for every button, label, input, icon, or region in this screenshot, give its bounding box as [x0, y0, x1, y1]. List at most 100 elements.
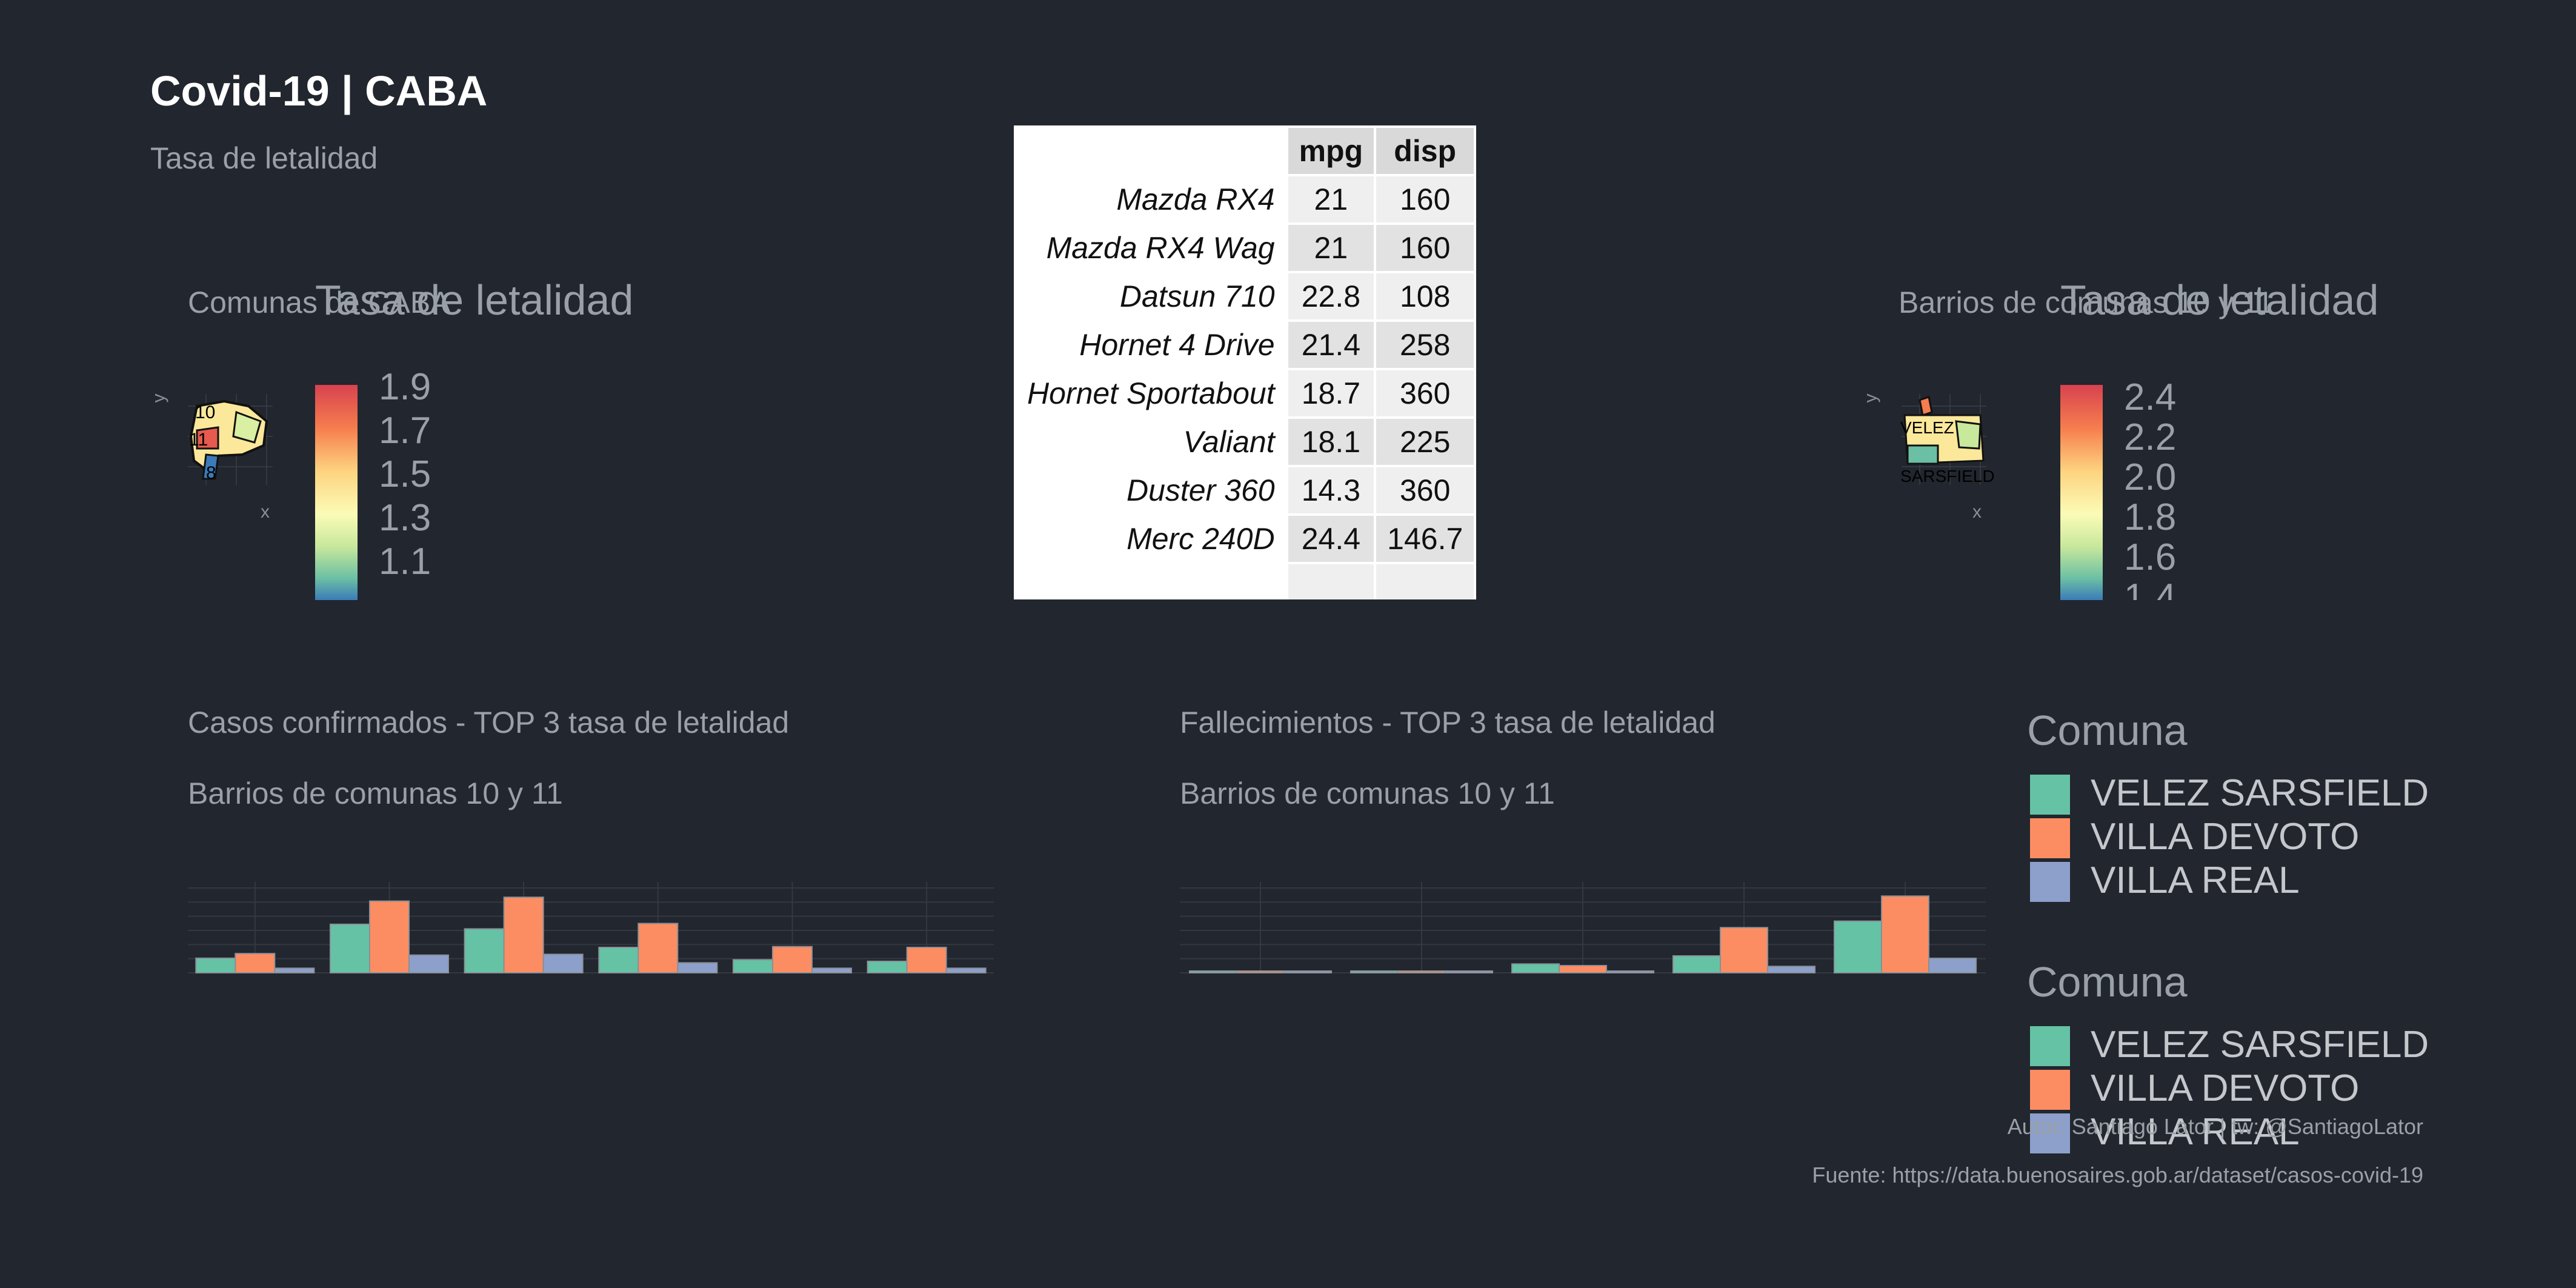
legend1-item: VILLA REAL — [2091, 859, 2300, 901]
table-cell-mpg: 18.7 — [1285, 368, 1377, 419]
table-cell-disp: 225 — [1374, 416, 1477, 467]
chart1-bar-velez — [329, 923, 370, 973]
data-table: mpg disp Mazda RX4 21 160 Mazda RX4 Wag 21 1… — [1014, 125, 1477, 599]
table-cell-disp: 160 — [1374, 174, 1477, 225]
chart2-bar-devoto — [1719, 927, 1769, 973]
map-right-label-sarsfield: SARSFIELD — [1900, 467, 1995, 486]
chart1-bar-velez — [464, 928, 505, 973]
chart2-title: Fallecimientos - TOP 3 tasa de letalidad — [1180, 706, 1716, 739]
map-left-label-11: 11 — [189, 430, 208, 450]
table-cell-mpg: 21.4 — [1285, 319, 1377, 370]
table-header-mpg: mpg — [1285, 125, 1377, 176]
map-right: VELEZ SARSFIELD — [1900, 394, 1995, 486]
chart1-bar-devoto — [906, 947, 947, 973]
map-left-tick: 1.3 — [379, 497, 431, 539]
table-cell-name: Mazda RX4 — [1014, 174, 1288, 225]
map-left-tick: 1.9 — [379, 366, 431, 408]
map-left-title: Comunas de CABA — [188, 285, 451, 319]
table-row: Duster 360 14.3 360 — [1014, 465, 1477, 516]
table-row: Valiant 18.1 225 — [1014, 416, 1477, 467]
chart2-bar-velez — [1350, 970, 1399, 973]
map-right-label-velez: VELEZ — [1900, 418, 1954, 437]
table-cell-disp: 360 — [1374, 368, 1477, 419]
page-title: Covid-19 | CABA — [150, 67, 488, 115]
table-cell-disp: 146.7 — [1374, 513, 1477, 564]
legend2-swatch-devoto — [2030, 1070, 2070, 1110]
legend2-item: VILLA REAL — [2091, 1111, 2300, 1153]
chart2-bar-devoto — [1397, 970, 1446, 973]
legend1-title: Comuna — [2027, 707, 2188, 754]
chart1-bar-devoto — [503, 896, 544, 973]
chart1-bar-real — [274, 967, 315, 973]
chart1-bar-devoto — [637, 923, 679, 973]
legend1-swatch-real — [2030, 862, 2070, 902]
table-cell-name: Valiant — [1014, 416, 1288, 467]
legend2-swatch-velez — [2030, 1026, 2070, 1066]
chart2-bar-real — [1606, 970, 1655, 973]
map-left-tick: 1.1 — [379, 541, 431, 582]
map-left-legend-title: Tasa de letalidad — [315, 276, 634, 324]
data-table-container: mpg disp Mazda RX4 21 160 Mazda RX4 Wag 21 1… — [1014, 125, 1493, 599]
legend2-item: VELEZ SARSFIELD — [2091, 1024, 2429, 1066]
table-cell-disp: 160 — [1374, 222, 1477, 273]
chart1-bar-velez — [867, 960, 908, 973]
chart1-bar-devoto — [368, 900, 410, 974]
table-row: Mazda RX4 21 160 — [1014, 174, 1477, 225]
table-cell-name: Merc 240D — [1014, 513, 1288, 564]
chart1-svg — [188, 882, 994, 974]
chart1-bar-real — [811, 967, 853, 973]
legend2-title: Comuna — [2027, 958, 2188, 1006]
chart2-bar-velez — [1188, 970, 1237, 973]
chart2-bar-real — [1445, 970, 1494, 973]
chart1-bar-real — [542, 953, 584, 973]
table-header-blank — [1014, 125, 1288, 176]
map-right-tick: 2.0 — [2124, 456, 2177, 498]
map-left-colorbar — [315, 385, 358, 600]
table-cell-mpg: 24.4 — [1285, 513, 1377, 564]
chart1-bar-devoto — [235, 953, 276, 973]
map-left-tick: 1.5 — [379, 453, 431, 495]
legend1-item: VELEZ SARSFIELD — [2091, 772, 2429, 814]
table-row: Hornet Sportabout 18.7 360 — [1014, 368, 1477, 419]
chart2-svg — [1180, 882, 1986, 973]
map-left: 10 11 8 — [188, 394, 273, 485]
chart2-bar-devoto — [1236, 970, 1285, 973]
table-cell-disp: 258 — [1374, 319, 1477, 370]
chart1-subtitle: Barrios de comunas 10 y 11 — [188, 776, 563, 810]
chart2-bar-velez — [1833, 920, 1882, 973]
map-left-y-label: y — [148, 393, 169, 403]
table-cell-mpg: 22.8 — [1285, 271, 1377, 322]
map-right-colorbar — [2060, 385, 2103, 600]
table-cell-name: Duster 360 — [1014, 465, 1288, 516]
chart2-bar-real — [1283, 970, 1333, 973]
map-right-tick: 1.4 — [2124, 576, 2177, 600]
table-cell-name: Datsun 710 — [1014, 271, 1288, 322]
table-cell-mpg: 21 — [1285, 174, 1377, 225]
chart1-bar-devoto — [771, 946, 813, 973]
table-row — [1014, 562, 1477, 599]
map-right-x-label: x — [1972, 502, 1982, 522]
chart1-bar-velez — [732, 959, 773, 973]
chart2-bar-devoto — [1558, 965, 1608, 973]
chart2-bar-velez — [1672, 955, 1721, 973]
map-right-title: Barrios de comunas 10 y 11 — [1899, 285, 2274, 319]
table-header-disp: disp — [1374, 125, 1477, 176]
map-right-tick: 2.4 — [2124, 376, 2177, 418]
map-left-label-8: 8 — [206, 463, 216, 483]
table-cell-name: Hornet Sportabout — [1014, 368, 1288, 419]
map-right-tick: 1.6 — [2124, 536, 2177, 578]
map-left-tick: 1.7 — [379, 410, 431, 452]
chart2-bar-devoto — [1880, 895, 1930, 973]
map-right-legend-title: Tasa de letalidad — [2060, 276, 2379, 324]
table-row: Datsun 710 22.8 108 — [1014, 271, 1477, 322]
map-left-label-10: 10 — [195, 402, 215, 422]
table-cell-name: Mazda RX4 Wag — [1014, 222, 1288, 273]
table-cell-mpg: 21 — [1285, 222, 1377, 273]
legend2-item: VILLA DEVOTO — [2091, 1067, 2360, 1109]
chart2-subtitle: Barrios de comunas 10 y 11 — [1180, 776, 1555, 810]
chart2-bar-velez — [1511, 963, 1560, 973]
table-row: Hornet 4 Drive 21.4 258 — [1014, 319, 1477, 370]
legend2-swatch-real — [2030, 1113, 2070, 1153]
caption-source: Fuente: https://data.buenosaires.gob.ar/… — [1812, 1163, 2423, 1187]
chart1-bar-velez — [195, 957, 236, 974]
